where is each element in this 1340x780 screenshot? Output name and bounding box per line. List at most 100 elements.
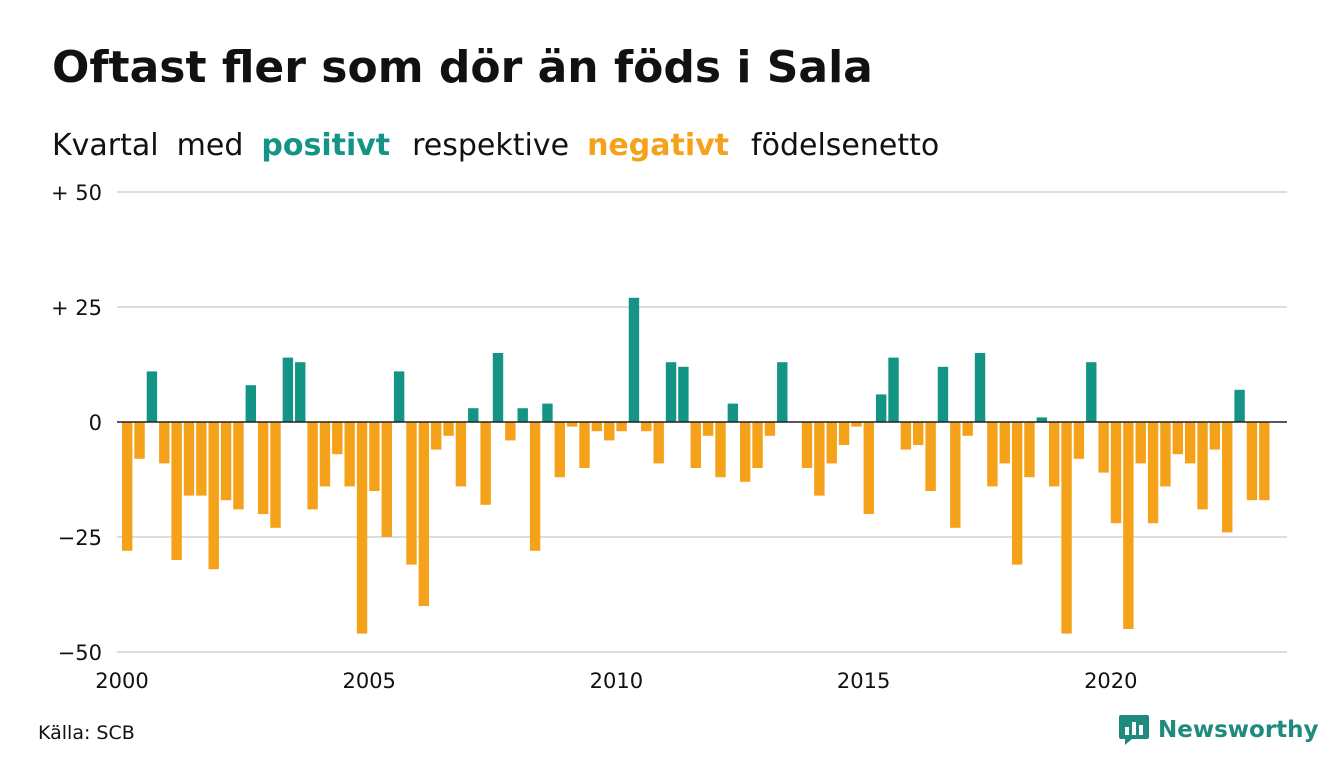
bar <box>678 366 689 422</box>
bar <box>814 422 825 496</box>
y-tick-label: −25 <box>58 526 102 550</box>
source-note: Källa: SCB <box>38 722 135 744</box>
bar <box>183 422 195 496</box>
bar <box>888 357 899 422</box>
x-tick-label: 2015 <box>837 669 890 693</box>
bar <box>356 422 368 634</box>
y-tick-label: + 25 <box>51 296 102 320</box>
bar <box>245 385 256 422</box>
bar <box>974 353 986 422</box>
bar <box>653 422 664 464</box>
bar <box>1172 422 1183 455</box>
bar <box>566 422 578 427</box>
bar <box>233 422 244 510</box>
bar <box>1024 422 1035 478</box>
bar <box>282 357 294 422</box>
bar <box>1222 422 1233 533</box>
bar <box>319 422 331 487</box>
bar <box>1036 417 1048 422</box>
bar <box>159 422 170 464</box>
bar <box>579 422 590 468</box>
bar <box>962 422 973 436</box>
bar <box>727 403 739 422</box>
bar <box>1011 422 1023 565</box>
x-tick-label: 2000 <box>95 669 148 693</box>
bar <box>851 422 862 427</box>
bar <box>777 362 788 422</box>
subtitle-respektive: respektive <box>412 128 570 163</box>
bar <box>455 422 467 487</box>
bar <box>999 422 1010 464</box>
bar <box>665 362 677 422</box>
bar <box>1073 422 1085 459</box>
bar <box>431 422 442 450</box>
bar <box>690 422 701 468</box>
bar <box>529 422 541 551</box>
bar <box>554 422 565 478</box>
bar <box>122 422 133 551</box>
bar <box>295 362 306 422</box>
bar <box>913 422 924 445</box>
newsworthy-logo-icon <box>1119 715 1149 745</box>
bar <box>591 422 603 432</box>
newsworthy-logo: Newsworthy <box>1118 712 1319 748</box>
subtitle-positive: positivt <box>261 128 391 163</box>
x-tick-label: 2020 <box>1084 669 1137 693</box>
bar <box>468 408 479 422</box>
bar <box>838 422 850 445</box>
bar <box>1123 422 1134 629</box>
bar <box>1197 422 1208 510</box>
bar <box>1209 422 1221 450</box>
bar <box>628 297 640 422</box>
bar <box>369 422 380 491</box>
bar <box>542 403 553 422</box>
bar <box>443 422 454 436</box>
bar <box>1086 362 1097 422</box>
bar <box>1234 389 1245 422</box>
bar <box>900 422 912 450</box>
subtitle-med: med <box>176 128 244 163</box>
bar <box>1110 422 1122 524</box>
bar <box>257 422 269 514</box>
y-tick-label: 0 <box>89 411 102 435</box>
bar <box>604 422 615 441</box>
bar <box>715 422 726 478</box>
subtitle-kvartal: Kvartal <box>52 128 159 163</box>
bar <box>925 422 936 491</box>
bar <box>196 422 207 496</box>
bar <box>801 422 813 468</box>
bar <box>1246 422 1258 501</box>
bar <box>492 353 504 422</box>
bar <box>406 422 417 565</box>
bar <box>1259 422 1270 501</box>
subtitle-negative: negativt <box>587 128 730 163</box>
bar <box>381 422 392 537</box>
bar <box>826 422 837 464</box>
bar <box>875 394 887 422</box>
bar <box>344 422 355 487</box>
bar <box>505 422 516 441</box>
brand-name: Newsworthy <box>1158 717 1319 743</box>
bar <box>393 371 405 422</box>
subtitle-fodelsenetto: födelsenetto <box>751 128 940 163</box>
chart-subtitle: Kvartal med positivt respektive negativt föde… <box>52 128 957 163</box>
bar <box>208 422 219 570</box>
bar <box>220 422 232 501</box>
bar <box>641 422 652 432</box>
bar <box>171 422 182 560</box>
y-tick-label: −50 <box>58 641 102 665</box>
bar <box>134 422 145 459</box>
bar <box>332 422 343 455</box>
chart-title: Oftast fler som dör än föds i Sala <box>52 42 873 93</box>
bar <box>480 422 491 505</box>
bar <box>307 422 318 510</box>
bar <box>740 422 751 482</box>
bar <box>950 422 961 528</box>
bar <box>863 422 874 514</box>
bar <box>1098 422 1109 473</box>
chart-grid <box>117 191 1287 653</box>
bar <box>270 422 281 528</box>
y-axis: + 50 + 25 0 −25 −50 <box>51 181 102 665</box>
bar <box>1184 422 1196 464</box>
bar <box>418 422 430 606</box>
